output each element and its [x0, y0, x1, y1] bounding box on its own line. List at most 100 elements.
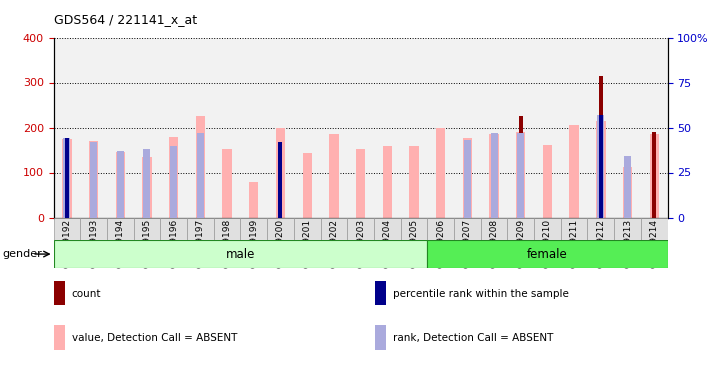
Bar	[517, 133, 524, 218]
Bar	[116, 152, 125, 217]
Text: GSM19205: GSM19205	[409, 219, 418, 268]
Text: GSM19214: GSM19214	[650, 219, 659, 268]
Bar	[213, 217, 241, 240]
Bar	[89, 141, 99, 218]
Bar	[596, 121, 605, 218]
Text: GSM19209: GSM19209	[516, 219, 526, 268]
Bar	[278, 142, 283, 218]
Bar	[641, 217, 668, 240]
Text: percentile rank within the sample: percentile rank within the sample	[393, 288, 569, 298]
Bar	[321, 217, 347, 240]
Text: GSM19192: GSM19192	[62, 219, 71, 268]
Bar	[374, 217, 401, 240]
Bar	[614, 217, 641, 240]
Bar	[463, 138, 472, 218]
Text: count: count	[71, 288, 101, 298]
Bar	[383, 146, 392, 218]
Bar	[409, 146, 418, 218]
Text: GSM19210: GSM19210	[543, 219, 552, 268]
Text: GSM19199: GSM19199	[249, 219, 258, 268]
Bar	[64, 138, 71, 218]
Bar	[650, 134, 659, 218]
Bar	[491, 133, 498, 218]
Bar	[80, 217, 107, 240]
Bar	[54, 217, 80, 240]
Bar	[278, 154, 283, 218]
Bar	[170, 146, 177, 218]
Text: GSM19202: GSM19202	[329, 219, 338, 268]
Text: GSM19200: GSM19200	[276, 219, 285, 268]
Text: GSM19204: GSM19204	[383, 219, 392, 268]
Bar	[241, 217, 267, 240]
Text: female: female	[527, 248, 568, 261]
Text: GSM19211: GSM19211	[570, 219, 578, 268]
Bar	[196, 116, 205, 218]
Bar	[599, 76, 603, 217]
Bar	[401, 217, 427, 240]
Text: GSM19194: GSM19194	[116, 219, 125, 268]
Bar	[653, 132, 656, 218]
Bar	[65, 138, 69, 218]
Text: GSM19208: GSM19208	[490, 219, 498, 268]
Bar	[534, 217, 560, 240]
Text: GSM19197: GSM19197	[196, 219, 205, 268]
Text: GSM19198: GSM19198	[223, 219, 231, 268]
Bar	[464, 140, 471, 218]
Text: GDS564 / 221141_x_at: GDS564 / 221141_x_at	[54, 13, 196, 26]
Text: GSM19207: GSM19207	[463, 219, 472, 268]
Bar	[117, 151, 124, 217]
Text: male: male	[226, 248, 255, 261]
Bar	[142, 157, 151, 218]
Bar	[90, 142, 97, 218]
Bar	[65, 143, 69, 218]
Bar	[294, 217, 321, 240]
Bar	[570, 125, 579, 218]
Bar	[481, 217, 508, 240]
Text: GSM19213: GSM19213	[623, 219, 632, 268]
Bar	[62, 139, 71, 218]
Text: GSM19206: GSM19206	[436, 219, 445, 268]
Bar	[427, 240, 668, 268]
Bar	[347, 217, 374, 240]
Bar	[427, 217, 454, 240]
Text: GSM19201: GSM19201	[303, 219, 312, 268]
Text: rank, Detection Call = ABSENT: rank, Detection Call = ABSENT	[393, 333, 553, 343]
Bar	[329, 134, 338, 218]
Text: GSM19203: GSM19203	[356, 219, 365, 268]
Text: GSM19212: GSM19212	[596, 219, 605, 268]
Text: value, Detection Call = ABSENT: value, Detection Call = ABSENT	[71, 333, 237, 343]
Bar	[187, 217, 213, 240]
Bar	[543, 145, 552, 218]
Bar	[454, 217, 481, 240]
Bar	[54, 326, 65, 350]
Bar	[197, 133, 204, 218]
Text: gender: gender	[2, 249, 42, 259]
Bar	[134, 217, 161, 240]
Bar	[223, 149, 232, 217]
Bar	[623, 166, 632, 218]
Bar	[599, 115, 603, 218]
Bar	[375, 326, 386, 350]
Bar	[560, 217, 588, 240]
Bar	[436, 128, 446, 218]
Bar	[276, 128, 285, 218]
Text: GSM19196: GSM19196	[169, 219, 178, 268]
Text: GSM19195: GSM19195	[143, 219, 151, 268]
Bar	[588, 217, 614, 240]
Bar	[144, 149, 151, 217]
Text: GSM19193: GSM19193	[89, 219, 98, 268]
Bar	[303, 153, 312, 218]
Bar	[375, 280, 386, 305]
Bar	[598, 115, 604, 218]
Bar	[107, 217, 134, 240]
Bar	[267, 217, 294, 240]
Bar	[54, 280, 65, 305]
Bar	[508, 217, 534, 240]
Bar	[356, 149, 366, 217]
Bar	[169, 136, 178, 218]
Bar	[489, 134, 498, 218]
Bar	[54, 240, 427, 268]
Bar	[161, 217, 187, 240]
Bar	[249, 182, 258, 218]
Bar	[516, 132, 526, 218]
